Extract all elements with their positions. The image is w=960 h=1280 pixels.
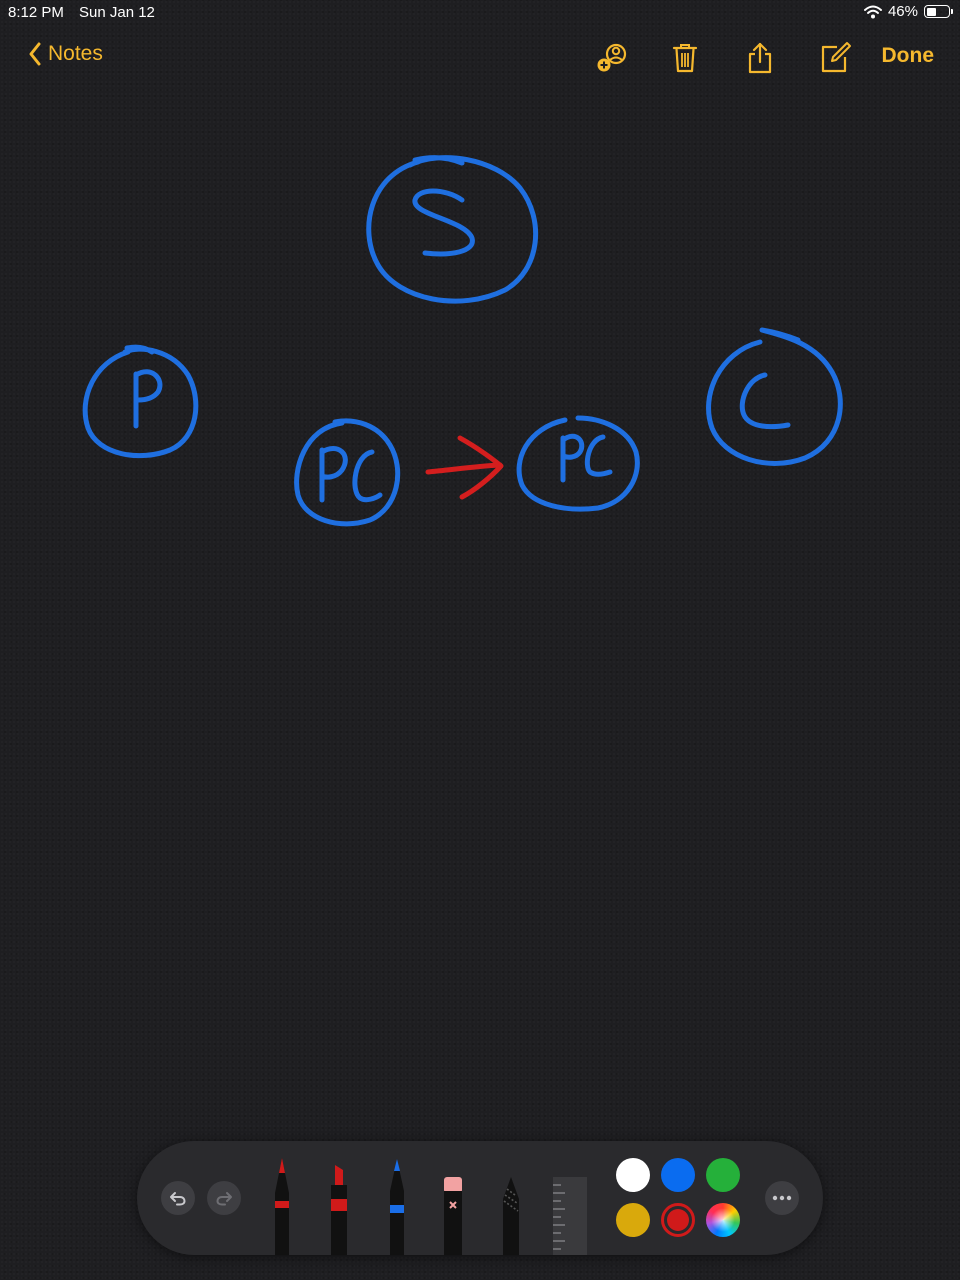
trash-icon[interactable]	[667, 40, 703, 76]
circle-pc-left	[294, 418, 401, 527]
drawing-toolbar	[137, 1141, 823, 1255]
letter-pc-left	[319, 446, 383, 503]
color-wheel-highlight	[711, 1208, 735, 1232]
compose-icon[interactable]	[817, 40, 853, 76]
redo-icon	[216, 1192, 232, 1206]
sketch	[82, 155, 843, 527]
status-time: 8:12 PM	[8, 4, 64, 21]
undo-button[interactable]	[161, 1181, 195, 1215]
status-date: Sun Jan 12	[79, 4, 155, 21]
redo-button[interactable]	[207, 1181, 241, 1215]
color-swatch-red[interactable]	[661, 1203, 695, 1237]
drawing-canvas[interactable]	[0, 90, 960, 1130]
undo-icon	[170, 1192, 186, 1206]
circle-s	[366, 155, 539, 304]
letter-pc-right	[560, 433, 613, 483]
circle-c	[706, 327, 843, 466]
marker-tool[interactable]	[326, 1163, 352, 1255]
selected-color-dot	[667, 1209, 689, 1231]
wifi-icon	[863, 5, 882, 18]
color-swatch-yellow[interactable]	[616, 1203, 650, 1237]
done-button[interactable]: Done	[881, 44, 935, 67]
back-label: Notes	[48, 42, 103, 65]
pen-tool[interactable]	[270, 1155, 294, 1255]
back-button[interactable]: Notes	[28, 42, 103, 66]
color-swatch-white[interactable]	[616, 1158, 650, 1192]
ruler-tool[interactable]	[551, 1177, 589, 1255]
color-wheel-button[interactable]	[706, 1203, 740, 1237]
pencil-tool[interactable]	[385, 1157, 409, 1255]
status-bar: 8:12 PM Sun Jan 12 46%	[0, 0, 960, 26]
battery-level	[926, 7, 936, 16]
add-person-icon[interactable]	[594, 40, 630, 76]
color-swatch-blue[interactable]	[661, 1158, 695, 1192]
more-button[interactable]	[765, 1181, 799, 1215]
circle-p	[82, 344, 199, 459]
chevron-left-icon	[29, 42, 41, 66]
eraser-tool[interactable]	[441, 1177, 465, 1255]
nav-bar: Notes Done	[0, 34, 960, 80]
battery-icon	[924, 5, 953, 18]
letter-s	[412, 188, 475, 257]
share-icon[interactable]	[742, 40, 778, 76]
lasso-tool[interactable]	[499, 1175, 523, 1255]
letter-p	[133, 369, 163, 429]
status-indicators: 46%	[863, 3, 953, 20]
battery-percent: 46%	[887, 3, 918, 20]
letter-c	[739, 372, 791, 430]
color-swatch-green[interactable]	[706, 1158, 740, 1192]
more-icon	[772, 1195, 792, 1201]
circle-pc-right	[516, 415, 640, 512]
arrow	[425, 435, 504, 500]
